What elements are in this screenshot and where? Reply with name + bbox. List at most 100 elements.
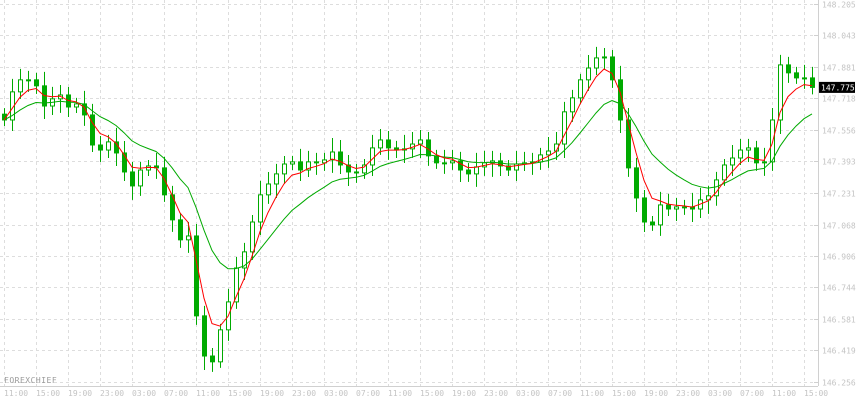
candle-bullish bbox=[290, 161, 295, 165]
candle-bearish bbox=[458, 160, 463, 171]
x-tick-label: 19:00 bbox=[644, 389, 668, 398]
x-tick-label: 11:00 bbox=[388, 389, 412, 398]
candle-bearish bbox=[82, 103, 87, 116]
candle-bearish bbox=[810, 77, 815, 88]
candle-bearish bbox=[194, 235, 199, 317]
candle-bullish bbox=[258, 194, 263, 223]
candle-bullish bbox=[186, 235, 191, 241]
x-tick-label: 03:00 bbox=[708, 389, 732, 398]
y-tick-label: 147.718 bbox=[822, 95, 856, 104]
y-tick-label: 146.256 bbox=[822, 379, 856, 388]
candle-bearish bbox=[122, 152, 127, 173]
y-tick-label: 147.231 bbox=[822, 190, 856, 199]
x-tick-label: 15:00 bbox=[36, 389, 60, 398]
candle-bullish bbox=[266, 183, 271, 196]
y-tick-label: 146.744 bbox=[822, 284, 856, 293]
candle-bullish bbox=[514, 163, 519, 171]
candle-bullish bbox=[602, 56, 607, 59]
y-tick-label: 147.068 bbox=[822, 222, 856, 231]
candle-bullish bbox=[138, 169, 143, 187]
current-price-marker: 147.775 bbox=[819, 81, 855, 93]
x-axis-ticks: 11:00 15:00 19:00 23:00 03:00 07:00 11:00 15:00… bbox=[4, 389, 828, 398]
y-tick-label: 146.419 bbox=[822, 347, 856, 356]
candle-bearish bbox=[666, 204, 671, 210]
candle-bullish bbox=[682, 206, 687, 209]
x-tick-label: 07:00 bbox=[164, 389, 188, 398]
x-tick-label: 11:00 bbox=[772, 389, 796, 398]
candle-bullish bbox=[778, 64, 783, 121]
candle-bearish bbox=[506, 165, 511, 171]
candle-bullish bbox=[26, 79, 31, 82]
x-tick-label: 15:00 bbox=[804, 389, 828, 398]
y-tick-label: 146.906 bbox=[822, 253, 856, 262]
candle-bullish bbox=[746, 147, 751, 151]
candle-bearish bbox=[178, 219, 183, 241]
y-tick-label: 147.393 bbox=[822, 158, 856, 167]
candle-bearish bbox=[298, 161, 303, 171]
candle-bullish bbox=[450, 160, 455, 164]
y-tick-label: 146.581 bbox=[822, 316, 856, 325]
candle-bearish bbox=[434, 155, 439, 164]
candle-bearish bbox=[346, 164, 351, 173]
y-tick-label: 148.043 bbox=[822, 32, 856, 41]
candle-bearish bbox=[386, 139, 391, 149]
candle-bearish bbox=[170, 194, 175, 221]
candle-bearish bbox=[610, 56, 615, 81]
candle-bullish bbox=[18, 79, 23, 93]
candle-bearish bbox=[354, 171, 359, 174]
candle-bullish bbox=[762, 161, 767, 164]
candle-bearish bbox=[98, 144, 103, 151]
x-tick-label: 19:00 bbox=[260, 389, 284, 398]
candle-bullish bbox=[802, 77, 807, 80]
x-tick-label: 15:00 bbox=[612, 389, 636, 398]
candle-bearish bbox=[338, 151, 343, 166]
x-tick-label: 03:00 bbox=[324, 389, 348, 398]
candle-bullish bbox=[330, 151, 335, 161]
x-tick-label: 03:00 bbox=[132, 389, 156, 398]
candle-bullish bbox=[106, 141, 111, 151]
candle-bearish bbox=[34, 79, 39, 87]
x-tick-label: 07:00 bbox=[548, 389, 572, 398]
candles bbox=[2, 46, 815, 372]
candle-bearish bbox=[642, 197, 647, 223]
x-tick-label: 23:00 bbox=[676, 389, 700, 398]
candle-bullish bbox=[546, 150, 551, 156]
candle-bullish bbox=[442, 162, 447, 165]
candle-bullish bbox=[570, 97, 575, 113]
candle-bearish bbox=[202, 315, 207, 357]
x-tick-label: 11:00 bbox=[196, 389, 220, 398]
candle-bullish bbox=[578, 79, 583, 99]
candle-bullish bbox=[674, 206, 679, 210]
candle-bearish bbox=[130, 171, 135, 187]
candle-bullish bbox=[274, 173, 279, 185]
candle-bullish bbox=[242, 251, 247, 269]
x-tick-label: 11:00 bbox=[580, 389, 604, 398]
candle-bullish bbox=[282, 163, 287, 175]
candle-bullish bbox=[418, 139, 423, 145]
candle-bullish bbox=[306, 161, 311, 171]
candle-bearish bbox=[90, 114, 95, 146]
candle-bearish bbox=[466, 169, 471, 175]
x-tick-label: 23:00 bbox=[484, 389, 508, 398]
slow-ma-line bbox=[3, 100, 813, 270]
x-tick-label: 03:00 bbox=[516, 389, 540, 398]
candle-bullish bbox=[362, 164, 367, 174]
candle-bearish bbox=[634, 167, 639, 199]
candle-bearish bbox=[314, 161, 319, 164]
x-tick-label: 23:00 bbox=[100, 389, 124, 398]
candle-bullish bbox=[714, 179, 719, 197]
y-axis-ticks: 148.205 148.043 147.881 147.718 147.556 147.3… bbox=[814, 1, 856, 388]
candle-bearish bbox=[626, 119, 631, 169]
candle-bullish bbox=[738, 149, 743, 159]
x-tick-label: 07:00 bbox=[356, 389, 380, 398]
candle-bullish bbox=[474, 166, 479, 175]
candle-bearish bbox=[794, 72, 799, 79]
current-price-label: 147.775 bbox=[821, 83, 855, 92]
candle-bullish bbox=[250, 221, 255, 253]
candle-bearish bbox=[754, 147, 759, 164]
x-tick-label: 11:00 bbox=[4, 389, 28, 398]
candle-bearish bbox=[210, 355, 215, 363]
x-tick-label: 07:00 bbox=[740, 389, 764, 398]
candle-bearish bbox=[650, 221, 655, 226]
